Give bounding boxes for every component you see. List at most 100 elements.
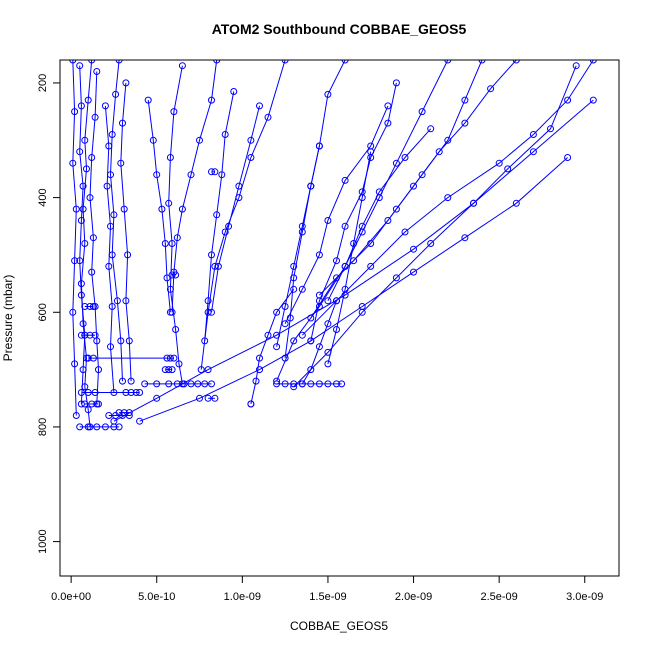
data-point: [298, 228, 306, 236]
data-point: [72, 412, 80, 419]
y-tick-label: 1000: [37, 529, 49, 553]
data-point: [221, 131, 229, 138]
data-point: [77, 331, 85, 339]
data-point: [235, 182, 243, 190]
data-point: [273, 308, 281, 316]
data-point: [124, 251, 132, 259]
data-point: [165, 366, 173, 374]
series-2: [76, 62, 89, 408]
data-point: [324, 217, 332, 224]
data-point: [273, 380, 281, 388]
data-point: [125, 337, 133, 345]
data-point: [204, 308, 212, 316]
series-7: [165, 62, 186, 388]
data-point: [196, 394, 203, 402]
data-point: [79, 366, 87, 374]
data-point: [168, 366, 176, 374]
data-point: [69, 159, 77, 167]
data-point: [324, 297, 332, 305]
series-line: [72, 60, 77, 416]
data-point: [89, 303, 97, 310]
data-point: [290, 337, 298, 345]
data-point: [461, 119, 469, 127]
data-point: [196, 136, 203, 144]
x-tick-label: 0.0e+00: [51, 591, 91, 603]
level-run-14: [168, 271, 180, 279]
series-line: [120, 82, 132, 382]
data-point: [230, 88, 238, 95]
data-point: [392, 79, 400, 87]
data-point: [341, 176, 349, 184]
data-point: [529, 148, 537, 156]
chart-title: ATOM2 Southbound COBBAE_GEOS5: [212, 21, 467, 37]
data-point: [247, 154, 255, 161]
data-point: [208, 380, 215, 388]
data-point: [307, 182, 315, 190]
data-point: [252, 377, 260, 385]
data-point: [201, 380, 209, 388]
data-point: [122, 389, 130, 396]
data-point: [418, 108, 426, 116]
series-11: [197, 60, 289, 374]
data-point: [264, 331, 272, 339]
data-point: [69, 308, 77, 316]
data-point: [444, 194, 452, 202]
data-point: [324, 360, 332, 368]
series-26: [247, 285, 298, 408]
data-point: [113, 297, 121, 305]
data-point: [547, 125, 554, 133]
data-point: [410, 268, 417, 276]
data-point: [307, 366, 315, 374]
data-point: [76, 257, 84, 265]
x-tick-label: 3.0e-09: [566, 591, 603, 603]
data-point: [163, 354, 171, 362]
data-point: [427, 240, 435, 247]
data-point: [392, 159, 400, 167]
data-point: [77, 217, 85, 224]
data-point: [444, 60, 452, 64]
data-point: [166, 308, 174, 316]
data-point: [119, 377, 126, 385]
data-point: [290, 380, 298, 388]
data-point: [178, 62, 186, 70]
data-point: [84, 96, 92, 104]
data-point: [158, 205, 166, 213]
data-point: [211, 394, 219, 402]
y-tick-label: 200: [37, 74, 49, 92]
data-point: [115, 409, 123, 417]
series-19: [273, 60, 349, 351]
data-point: [213, 211, 221, 219]
data-point: [333, 297, 340, 305]
data-point: [572, 62, 580, 70]
data-point: [117, 337, 125, 345]
y-axis: 200 400 600 800 1000: [37, 74, 61, 554]
x-tick-label: 2.0e-09: [395, 591, 432, 603]
data-point: [79, 182, 87, 190]
data-point: [77, 102, 85, 110]
data-point: [341, 222, 349, 230]
series-line: [284, 105, 389, 324]
data-point: [119, 119, 126, 127]
data-point: [141, 380, 149, 388]
series-line: [104, 105, 115, 393]
data-point: [461, 234, 469, 242]
data-point: [213, 60, 221, 64]
data-point: [108, 303, 116, 310]
data-point: [170, 354, 178, 362]
data-point: [384, 102, 392, 110]
data-point: [101, 423, 109, 431]
data-point: [204, 297, 212, 305]
data-point: [341, 291, 349, 299]
data-point: [105, 142, 113, 150]
data-point: [105, 262, 113, 270]
data-point: [88, 154, 96, 161]
data-point: [315, 251, 323, 259]
data-point: [69, 60, 77, 64]
data-point: [478, 60, 486, 64]
data-point: [208, 96, 215, 104]
data-point: [170, 108, 178, 116]
series-20: [281, 102, 392, 328]
data-point: [122, 79, 130, 87]
data-point: [214, 262, 222, 270]
